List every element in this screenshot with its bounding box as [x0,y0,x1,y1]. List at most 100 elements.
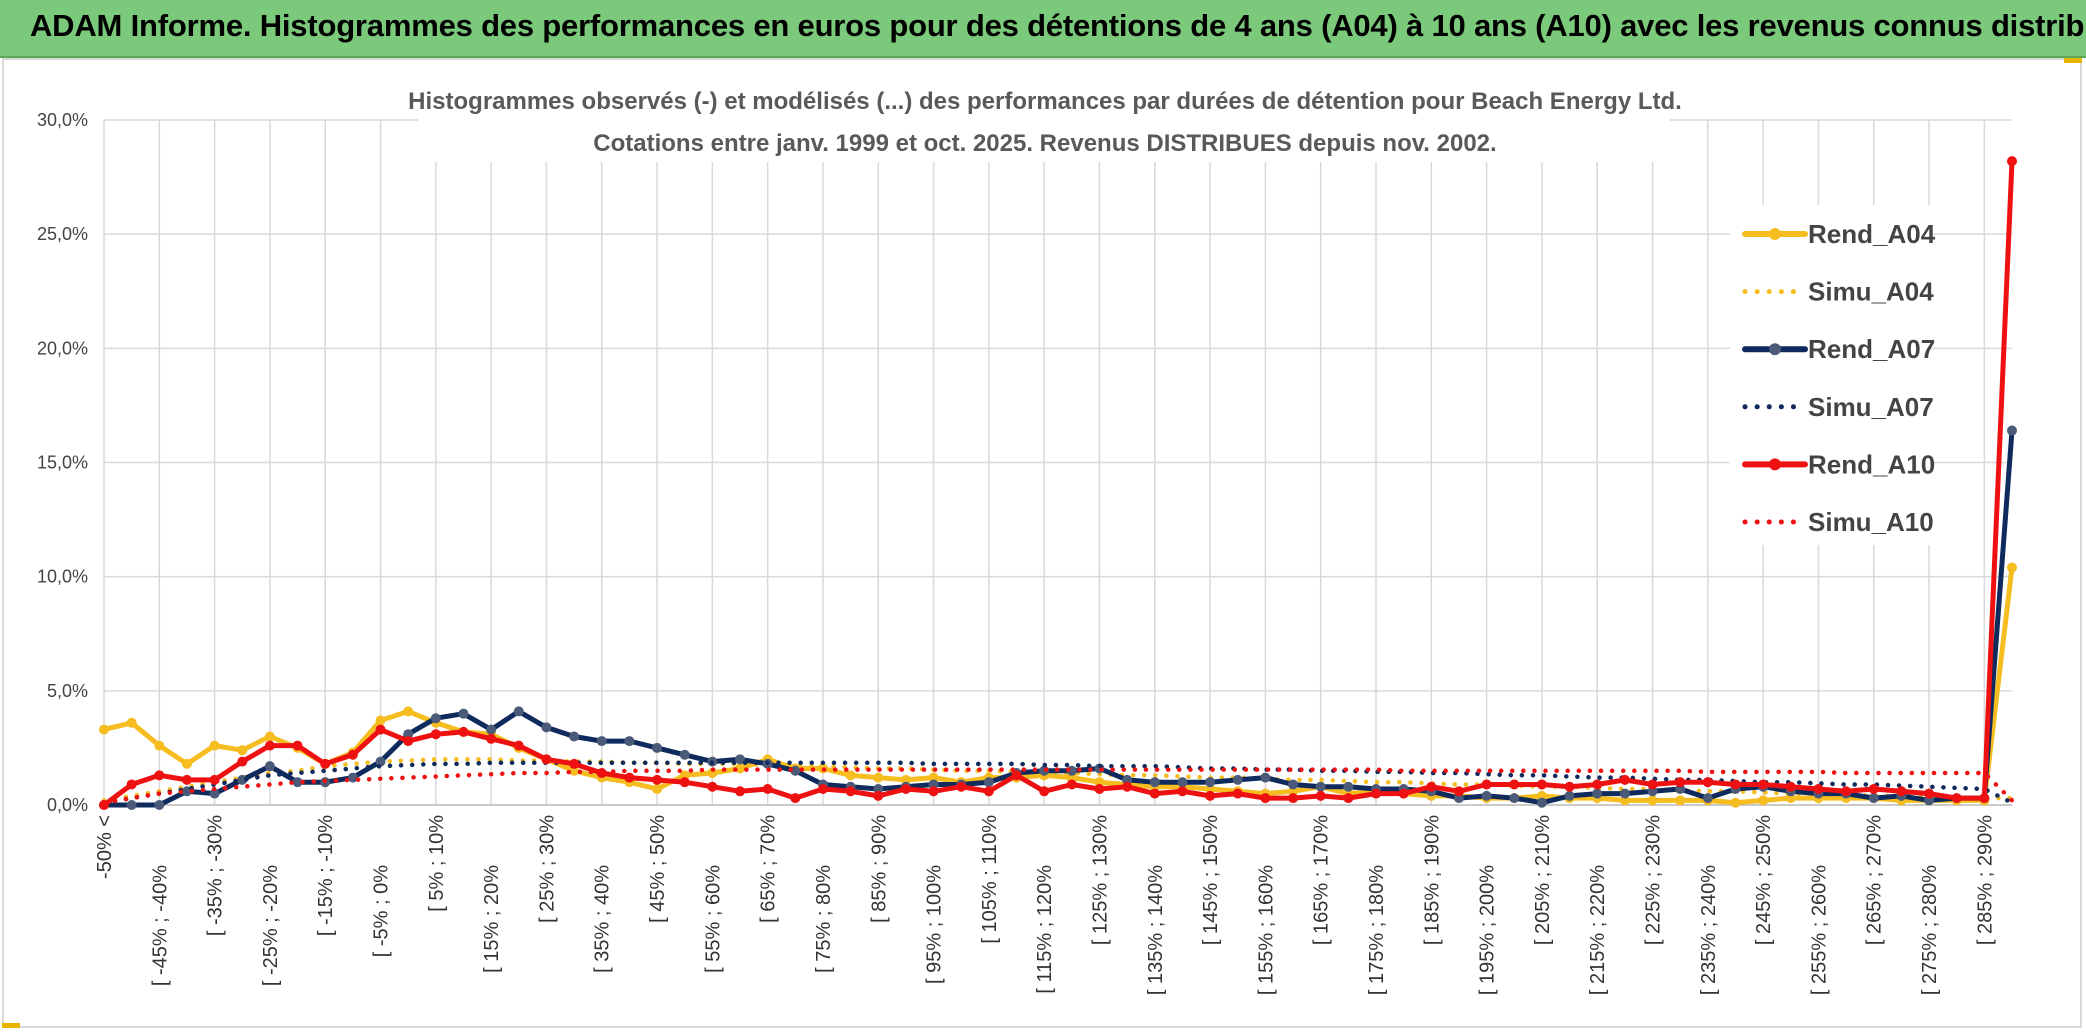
data-point-rend_a10 [900,784,911,795]
data-point-rend_a07 [513,706,524,717]
data-point-rend_a10 [1509,779,1520,790]
data-point-rend_a10 [569,758,580,769]
data-point-rend_a04 [181,758,192,769]
data-point-rend_a07 [1675,784,1686,795]
x-tick-label: [ 225% ; 230% [1643,815,1665,945]
legend-background [1730,205,1930,545]
x-tick-label: [ 215% ; 220% [1587,865,1609,995]
data-point-rend_a10 [237,756,248,767]
data-point-rend_a07 [983,777,994,788]
x-tick-label: [ 45% ; 50% [647,815,669,923]
y-tick-label: 30,0% [37,110,88,130]
data-point-rend_a07 [1288,779,1299,790]
data-point-rend_a10 [209,774,220,785]
data-point-rend_a10 [1564,781,1575,792]
data-point-rend_a10 [430,729,441,740]
data-point-rend_a04 [1536,790,1547,801]
y-tick-label: 5,0% [47,681,88,701]
data-point-rend_a07 [1924,795,1935,806]
data-point-rend_a10 [292,740,303,751]
y-tick-label: 0,0% [47,795,88,815]
data-point-rend_a10 [1149,788,1160,799]
data-point-rend_a10 [652,774,663,785]
data-point-rend_a07 [596,736,607,747]
data-point-rend_a07 [1177,777,1188,788]
data-point-rend_a07 [624,736,635,747]
data-point-rend_a07 [486,724,497,735]
data-point-rend_a10 [1702,777,1713,788]
data-point-rend_a04 [2007,562,2017,573]
data-point-rend_a04 [1094,777,1105,788]
legend-marker-rend_a04 [1769,228,1781,240]
data-point-rend_a07 [1564,790,1575,801]
data-point-rend_a10 [181,774,192,785]
data-point-rend_a04 [928,772,939,783]
data-point-rend_a10 [1785,781,1796,792]
data-point-rend_a07 [2007,425,2017,436]
data-point-rend_a10 [486,733,497,744]
legend-label-rend_a10: Rend_A10 [1808,449,1935,479]
legend-label-simu_a07: Simu_A07 [1808,392,1934,422]
x-tick-label: [ 175% ; 180% [1366,865,1388,995]
x-tick-label: [ 165% ; 170% [1311,815,1333,945]
y-tick-label: 10,0% [37,567,88,587]
data-point-rend_a07 [1481,790,1492,801]
frame-handle-top-right [2064,58,2082,63]
data-point-rend_a10 [126,779,137,790]
x-tick-label: [ 125% ; 130% [1089,815,1111,945]
data-point-rend_a10 [1066,779,1077,790]
legend-label-simu_a10: Simu_A10 [1808,507,1934,537]
data-point-rend_a10 [1896,786,1907,797]
data-point-rend_a10 [1426,781,1437,792]
data-point-rend_a04 [735,763,745,774]
data-point-rend_a07 [264,761,275,772]
data-point-rend_a10 [2007,156,2017,167]
data-point-rend_a10 [320,758,331,769]
data-point-rend_a10 [983,786,994,797]
data-point-rend_a10 [1343,793,1354,804]
data-point-rend_a10 [1205,790,1216,801]
data-point-rend_a07 [1315,781,1326,792]
data-point-rend_a04 [403,706,414,717]
data-point-rend_a07 [679,749,690,760]
data-point-rend_a07 [1343,781,1354,792]
x-tick-label: [ 55% ; 60% [702,865,724,973]
data-point-rend_a07 [1509,793,1520,804]
data-point-rend_a10 [403,736,414,747]
data-point-rend_a10 [817,784,828,795]
data-point-rend_a07 [403,729,414,740]
data-point-rend_a07 [347,772,358,783]
data-point-rend_a10 [1841,786,1852,797]
data-point-rend_a10 [1094,784,1105,795]
chart-frame [2,58,2082,1028]
data-point-rend_a04 [1619,795,1630,806]
header-banner: ADAM Informe. Histogrammes des performan… [0,0,2086,58]
data-point-rend_a04 [237,745,248,756]
data-point-rend_a10 [1951,793,1962,804]
data-point-rend_a07 [1149,777,1160,788]
data-point-rend_a10 [154,770,165,781]
x-tick-label: [ 235% ; 240% [1698,865,1720,995]
data-point-rend_a04 [264,731,275,742]
data-point-rend_a07 [1868,793,1879,804]
x-tick-label: [ 85% ; 90% [868,815,890,923]
data-point-rend_a10 [513,740,524,751]
data-point-rend_a04 [1758,795,1769,806]
x-tick-label: [ 255% ; 260% [1808,865,1830,995]
data-point-rend_a04 [154,740,165,751]
data-point-rend_a10 [790,793,801,804]
x-tick-label: [ 75% ; 80% [813,865,835,973]
x-tick-label: [ 275% ; 280% [1919,865,1941,995]
data-point-rend_a07 [1536,797,1547,808]
data-point-rend_a07 [569,731,580,742]
data-point-rend_a07 [928,779,939,790]
data-point-rend_a07 [458,708,469,719]
data-point-rend_a04 [1675,795,1686,806]
data-point-rend_a10 [1813,784,1824,795]
data-point-rend_a10 [928,786,939,797]
data-point-rend_a04 [375,715,386,726]
data-point-rend_a10 [1177,786,1188,797]
x-tick-label: [ -45% ; -40% [149,865,171,986]
frame-handle-bottom-left [2,1023,20,1028]
data-point-rend_a10 [458,726,469,737]
